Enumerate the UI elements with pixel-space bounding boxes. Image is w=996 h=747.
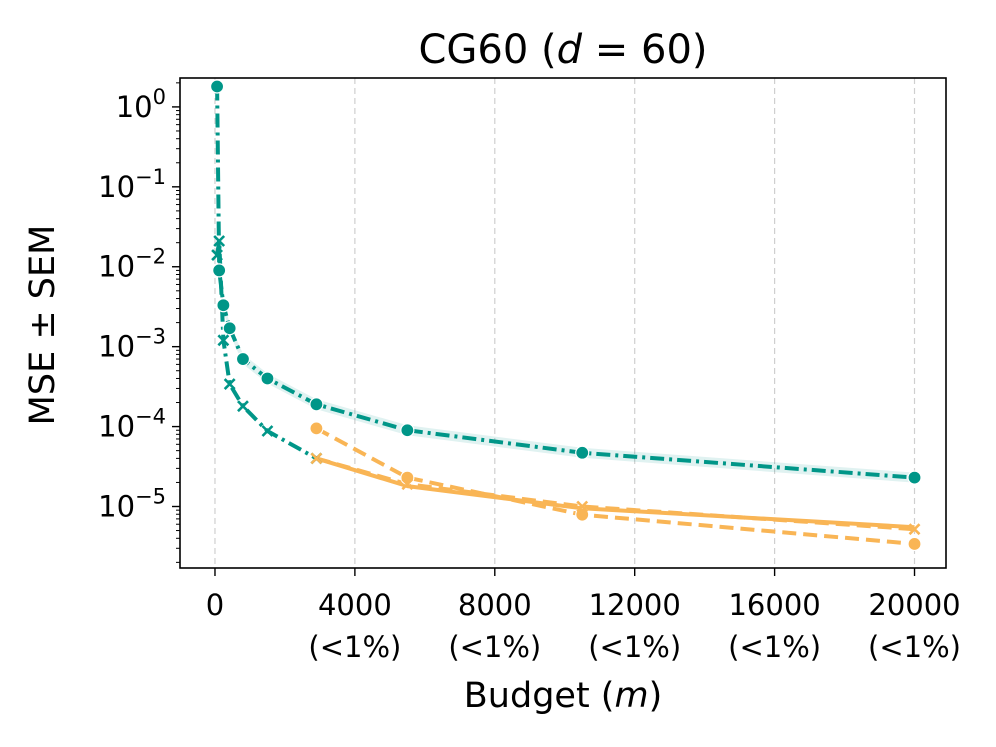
x-tick-sublabel-2: (<1%) [448,630,541,664]
y-tick-label-4: 10−4 [98,405,166,444]
series-0-point-4 [235,351,251,367]
series-1-point-2 [217,334,230,347]
title-variable: d [557,27,583,73]
series-lines [215,86,915,546]
series-2-point-0 [309,421,324,436]
series-0-point-3 [222,321,237,336]
y-tick-label-0: 100 [116,85,166,124]
y-tick-label-3: 10−3 [98,325,166,364]
x-tick-label-5: 20000 [868,588,960,622]
x-tick-label-3: 12000 [589,588,681,622]
x-tick-label-4: 16000 [728,588,820,622]
axis-ticks: 0 4000 (<1%) 8000 (<1%) 12000 (<1%) 16000 (<1%) 2… [98,82,961,664]
series-0-point-1 [212,263,227,278]
x-tick-sublabel-3: (<1%) [588,630,681,664]
series-markers [209,79,922,552]
y-axis-label: MSE ± SEM [23,225,63,426]
series-1-point-1 [213,235,226,247]
series-1-point-3 [223,378,236,391]
series-0-line [215,86,915,480]
xlabel-variable: m [614,676,648,716]
y-tick-label-1: 10−1 [98,165,166,204]
x-tick-sublabel-1: (<1%) [308,630,401,664]
series-0-point-0 [209,79,225,94]
chart-title: CG60 (d = 60) [419,27,708,73]
series-1-point-0 [211,249,223,261]
series-0-point-8 [575,445,590,460]
x-tick-sublabel-4: (<1%) [728,630,821,664]
series-3-point-0 [310,452,323,465]
x-tick-label-1: 4000 [318,588,392,622]
series-2-point-3 [907,536,922,552]
y-tick-label-2: 10−2 [98,245,166,284]
x-tick-label-0: 0 [206,588,224,622]
y-tick-label-5: 10−5 [98,484,166,523]
series-0-point-7 [400,423,415,438]
series-3-point-3 [908,523,921,536]
x-tick-label-2: 8000 [458,588,532,622]
series-0-point-6 [309,397,324,412]
series-2-point-1 [400,470,415,485]
series-3-point-2 [576,500,589,513]
series-1-line [215,239,318,461]
series-0-point-9 [907,470,922,485]
plot-frame [179,77,947,569]
series-1-point-5 [261,425,274,437]
grid-lines [214,78,916,568]
series-0-point-5 [260,371,275,386]
x-tick-sublabel-5: (<1%) [868,630,961,664]
series-3-point-1 [401,478,414,491]
series-1-point-4 [237,400,249,413]
x-axis-label: Budget (m) [464,676,662,716]
series-0-point-2 [216,298,231,313]
series-4-line [315,456,915,530]
series-0-band [217,81,915,483]
sem-band [217,81,915,483]
